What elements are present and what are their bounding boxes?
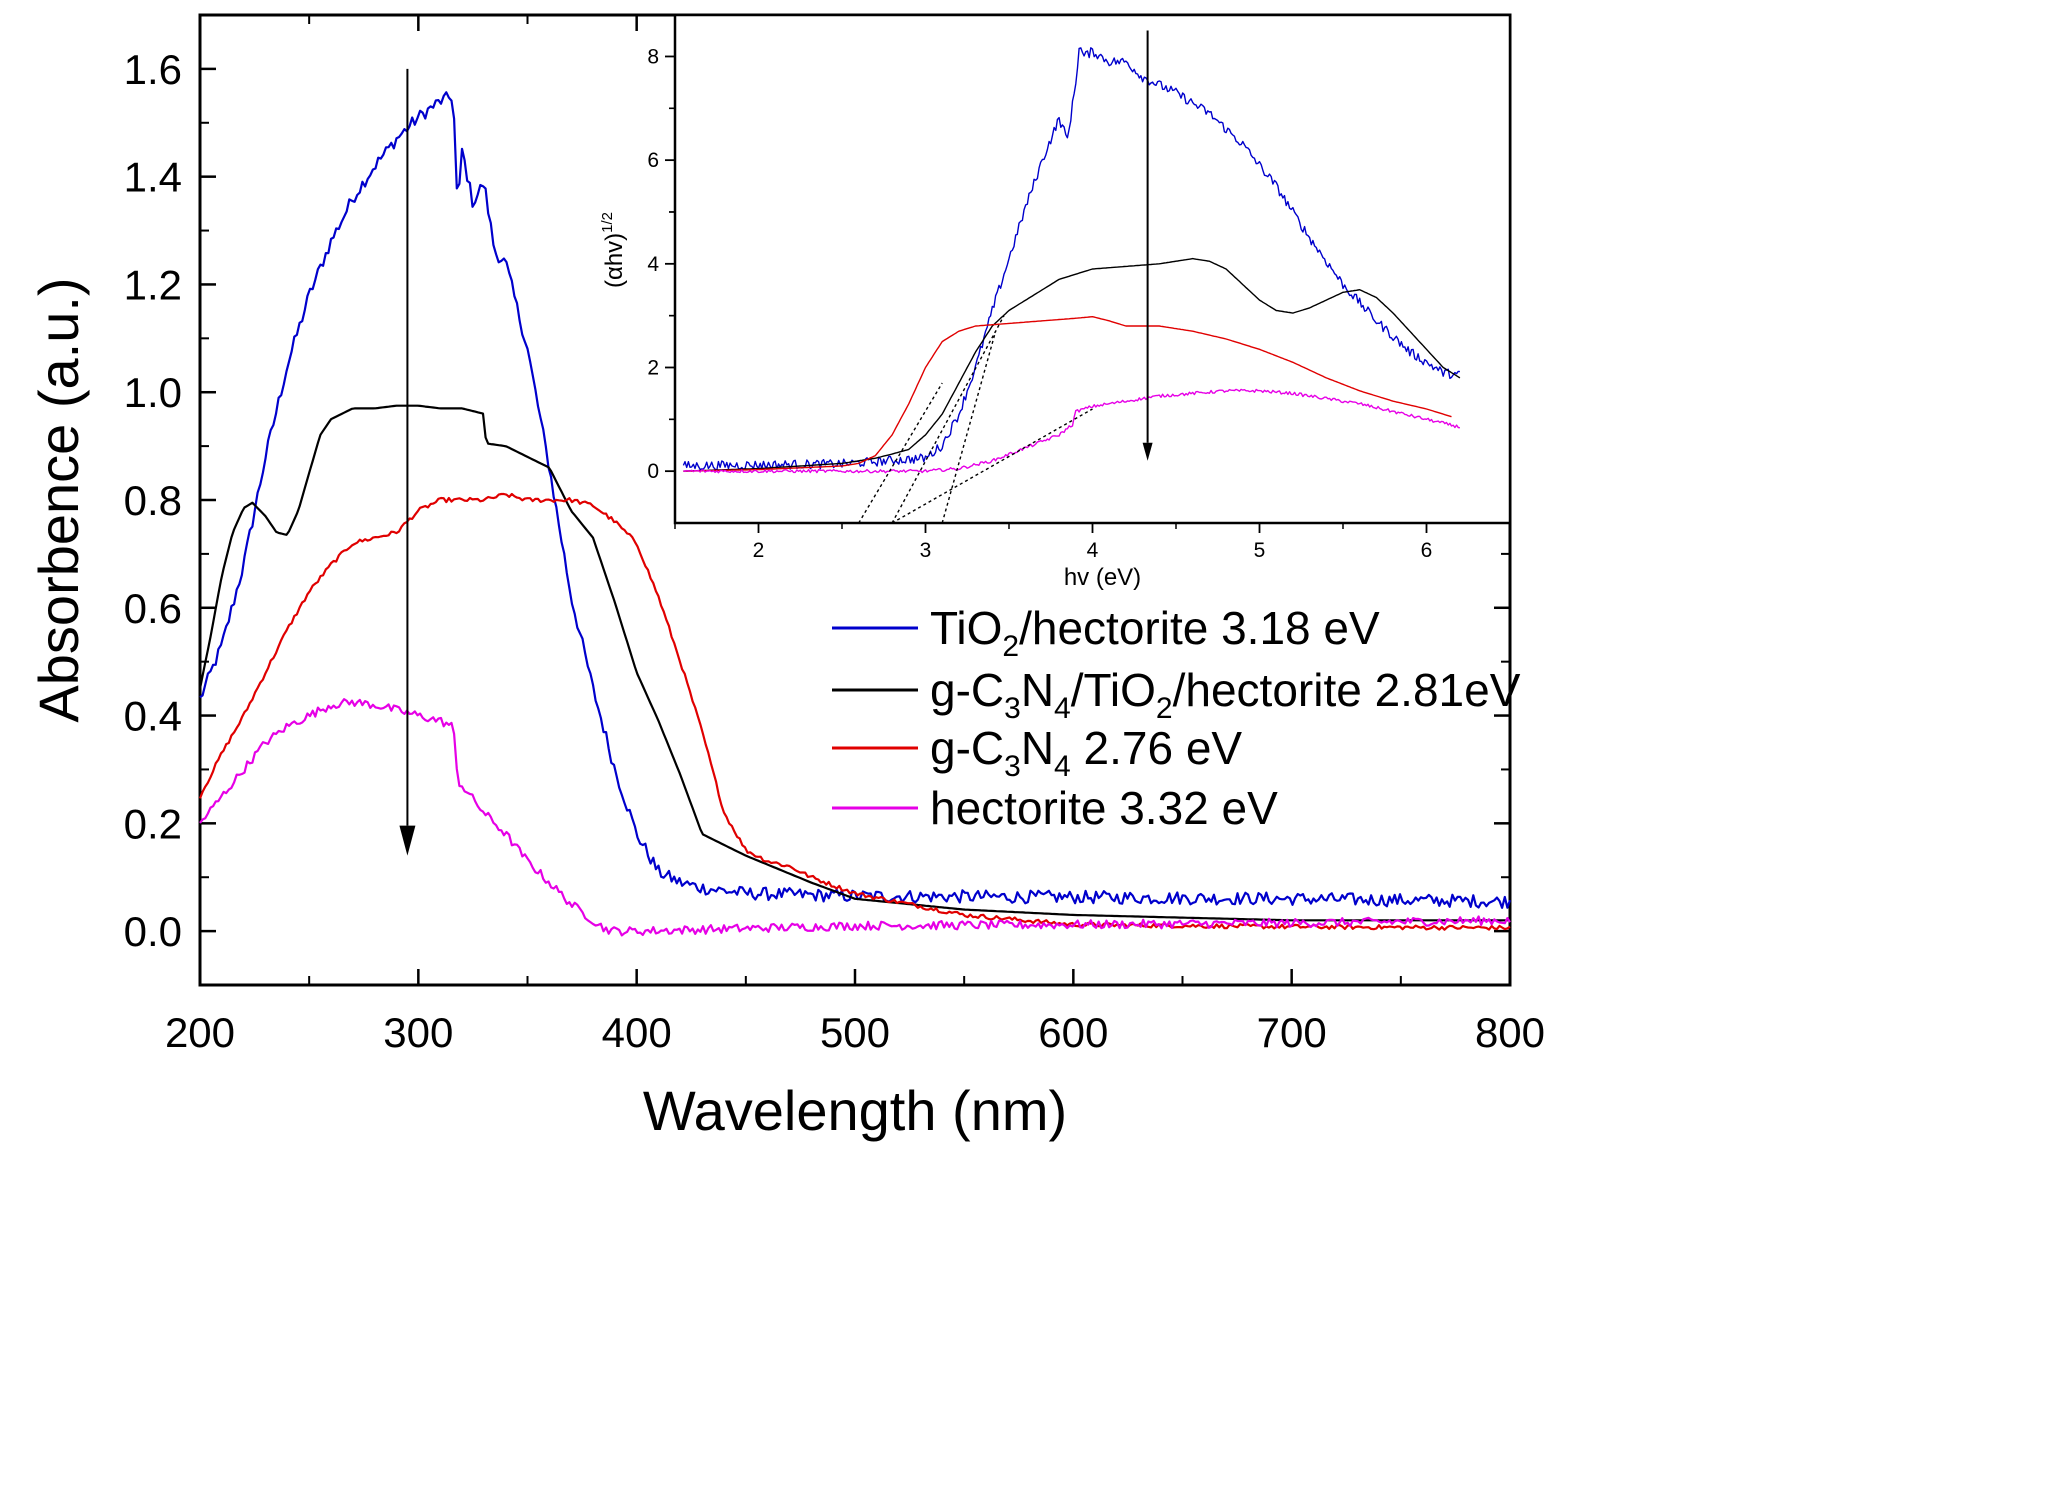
- legend-label-2: g-C3N4 2.76 eV: [930, 722, 1242, 783]
- inset-y-tick-label: 0: [647, 460, 659, 483]
- x-tick-label: 400: [602, 1009, 672, 1056]
- y-tick-label: 0.4: [124, 693, 182, 740]
- y-tick-label: 0.8: [124, 477, 182, 524]
- inset-y-tick-label: 2: [647, 356, 659, 379]
- inset-x-axis-label: hv (eV): [1064, 564, 1141, 591]
- legend-text-part: g-C: [930, 664, 1004, 716]
- main-arrow-head: [399, 825, 416, 856]
- x-tick-label: 300: [383, 1009, 453, 1056]
- legend-subscript: 4: [1054, 750, 1071, 783]
- inset-tangent-line-3: [891, 408, 1093, 524]
- x-axis-label: Wavelength (nm): [643, 1079, 1067, 1142]
- legend-subscript: 2: [1002, 630, 1019, 663]
- legend-subscript: 2: [1156, 692, 1173, 725]
- inset-x-tick-label: 3: [920, 539, 932, 562]
- legend-label-0: TiO2/hectorite 3.18 eV: [930, 602, 1380, 663]
- x-tick-label: 200: [165, 1009, 235, 1056]
- legend-text-part: /TiO: [1071, 664, 1156, 716]
- y-tick-label: 0.6: [124, 585, 182, 632]
- y-tick-label: 0.2: [124, 800, 182, 847]
- legend-text-part: N: [1021, 722, 1054, 774]
- inset-y-tick-label: 6: [647, 149, 659, 172]
- main-plot: 200 300 400 500 600 700 800 0.0 0.2 0.4 0.6 0.8 1.0 1…: [27, 13, 1545, 1142]
- inset-y-tick-label: 8: [647, 45, 659, 68]
- inset-plot: 2 3 4 5 6 0 2 4 6 8 hv (eV) (αhv)1/2: [599, 13, 1512, 591]
- y-tick-label: 1.4: [124, 154, 182, 201]
- legend-text-part: N: [1021, 664, 1054, 716]
- legend: TiO2/hectorite 3.18 eVg-C3N4/TiO2/hector…: [832, 602, 1521, 834]
- legend-subscript: 3: [1004, 750, 1021, 783]
- legend-text-part: 2.76 eV: [1071, 722, 1243, 774]
- y-tick-label: 1.2: [124, 261, 182, 308]
- series-line-1: [198, 404, 1510, 922]
- y-tick-label: 0.0: [124, 908, 182, 955]
- y-tick-label: 1.6: [124, 46, 182, 93]
- inset-x-tick-label: 4: [1087, 539, 1099, 562]
- y-tick-label: 1.0: [124, 369, 182, 416]
- x-tick-label: 700: [1257, 1009, 1327, 1056]
- x-tick-label: 600: [1038, 1009, 1108, 1056]
- inset-y-tick-label: 4: [647, 253, 659, 276]
- inset-series-line-1: [683, 257, 1461, 472]
- inset-x-tick-label: 2: [753, 539, 765, 562]
- x-tick-label: 800: [1475, 1009, 1545, 1056]
- legend-text-part: TiO: [930, 602, 1002, 654]
- series-line-3: [199, 698, 1511, 937]
- inset-y-axis-label-sup: 1/2: [599, 212, 616, 233]
- inset-series-line-2: [683, 316, 1452, 472]
- inset-y-axis-label-base: (αhv): [601, 233, 628, 288]
- legend-text-part: /hectorite 3.18 eV: [1019, 602, 1380, 654]
- inset-series-line-3: [683, 388, 1461, 474]
- legend-subscript: 4: [1054, 692, 1071, 725]
- legend-subscript: 3: [1004, 692, 1021, 725]
- inset-x-tick-label: 6: [1421, 539, 1433, 562]
- y-axis-label: Absorbence (a.u.): [27, 277, 90, 722]
- inset-x-tick-label: 5: [1254, 539, 1266, 562]
- legend-label-1: g-C3N4/TiO2/hectorite 2.81eV: [930, 664, 1521, 725]
- legend-text-part: /hectorite 2.81eV: [1173, 664, 1521, 716]
- inset-arrow-head: [1142, 442, 1153, 461]
- x-tick-label: 500: [820, 1009, 890, 1056]
- legend-label-3: hectorite 3.32 eV: [930, 782, 1278, 834]
- legend-text-part: hectorite 3.32 eV: [930, 782, 1278, 834]
- inset-y-axis-label: (αhv)1/2: [599, 212, 628, 288]
- legend-text-part: g-C: [930, 722, 1004, 774]
